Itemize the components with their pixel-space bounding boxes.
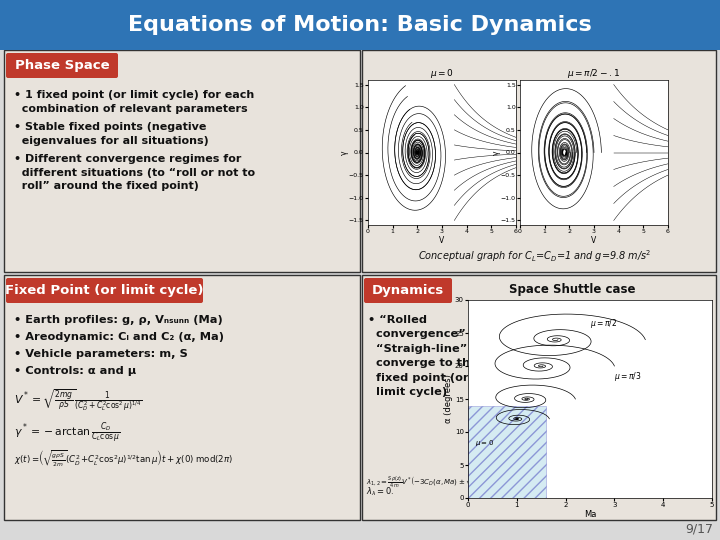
X-axis label: V: V <box>591 235 597 245</box>
Text: • Earth profiles: g, ρ, Vₙₛᵤₙₙ (Ma): • Earth profiles: g, ρ, Vₙₛᵤₙₙ (Ma) <box>14 315 222 325</box>
Text: $\lambda_{1,2}=\frac{S\rho(z)}{4m}V^*\!\left(-3C_D(\alpha,Ma)\pm\sqrt{C_D(\alpha: $\lambda_{1,2}=\frac{S\rho(z)}{4m}V^*\!\… <box>366 475 602 490</box>
Text: $\lambda_\lambda = 0.$: $\lambda_\lambda = 0.$ <box>366 485 395 498</box>
FancyBboxPatch shape <box>6 53 118 78</box>
Bar <box>362 50 716 272</box>
Text: $\mu=0$: $\mu=0$ <box>475 438 495 448</box>
Text: Dynamics: Dynamics <box>372 284 444 297</box>
Text: • 1 fixed point (or limit cycle) for each
  combination of relevant parameters: • 1 fixed point (or limit cycle) for eac… <box>14 90 254 113</box>
Polygon shape <box>468 406 546 498</box>
Text: • Vehicle parameters: m, S: • Vehicle parameters: m, S <box>14 349 188 359</box>
Text: Space Shuttle case: Space Shuttle case <box>509 283 635 296</box>
FancyBboxPatch shape <box>364 278 452 303</box>
Text: Equations of Motion: Basic Dynamics: Equations of Motion: Basic Dynamics <box>128 15 592 35</box>
FancyBboxPatch shape <box>6 278 203 303</box>
Text: $\mu=\pi/2$: $\mu=\pi/2$ <box>590 318 617 330</box>
X-axis label: V: V <box>439 235 445 245</box>
Title: $\mu=\pi/2-.1$: $\mu=\pi/2-.1$ <box>567 67 621 80</box>
Text: Phase Space: Phase Space <box>14 59 109 72</box>
Bar <box>4 275 360 520</box>
X-axis label: Ma: Ma <box>584 510 596 518</box>
Text: Fixed Point (or limit cycle): Fixed Point (or limit cycle) <box>5 284 204 297</box>
Text: • Controls: α and μ: • Controls: α and μ <box>14 366 136 376</box>
Bar <box>4 50 360 272</box>
Text: • “Rolled
  convergence” or
  “Straigh-line”
  converge to the
  fixed point (or: • “Rolled convergence” or “Straigh-line”… <box>368 315 483 397</box>
Title: $\mu=0$: $\mu=0$ <box>430 67 454 80</box>
Text: 9/17: 9/17 <box>685 523 713 536</box>
Text: • Stable fixed points (negative
  eigenvalues for all situations): • Stable fixed points (negative eigenval… <box>14 122 209 146</box>
Text: $\chi(t)=\!\left(\!\sqrt{\frac{g\rho S}{2m}}(C_D^2\!+\!C_L^2\cos^2\!\mu)^{1/2}\t: $\chi(t)=\!\left(\!\sqrt{\frac{g\rho S}{… <box>14 449 233 469</box>
Y-axis label: γ: γ <box>340 150 348 155</box>
Y-axis label: γ: γ <box>492 150 501 155</box>
Bar <box>0 0 720 50</box>
Bar <box>362 275 716 520</box>
Text: • Different convergence regimes for
  different situations (to “roll or not to
 : • Different convergence regimes for diff… <box>14 154 255 191</box>
Text: • Areodynamic: Cₗ and C₂ (α, Ma): • Areodynamic: Cₗ and C₂ (α, Ma) <box>14 332 224 342</box>
Text: $\mu=\pi/3$: $\mu=\pi/3$ <box>614 370 642 383</box>
Text: $V^* = \sqrt{\frac{2mg}{\rho S}} \frac{1}{(C_D^2+C_L^2\cos^2\mu)^{1/4}}$: $V^* = \sqrt{\frac{2mg}{\rho S}} \frac{1… <box>14 387 143 413</box>
Text: $\gamma^* = -\arctan\frac{C_D}{C_L\cos\mu}$: $\gamma^* = -\arctan\frac{C_D}{C_L\cos\m… <box>14 421 121 446</box>
Text: Conceptual graph for C$_L$=C$_D$=1 and g=9.8 m/s$^2$: Conceptual graph for C$_L$=C$_D$=1 and g… <box>418 248 652 264</box>
Y-axis label: α (degrees): α (degrees) <box>444 375 454 423</box>
